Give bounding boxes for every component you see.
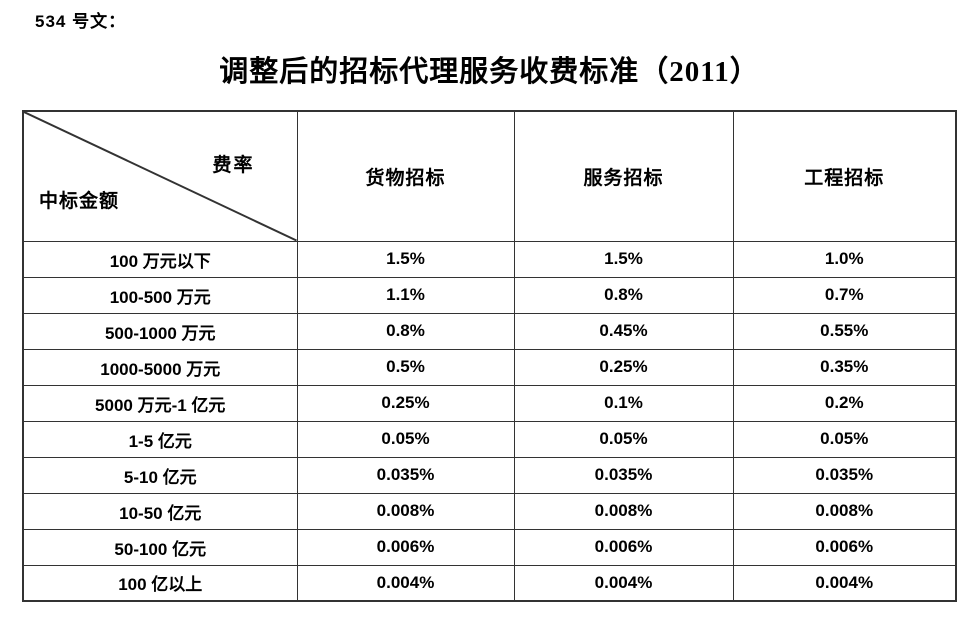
rate-cell: 0.7% (732, 276, 957, 314)
table-row: 1000-5000 万元 0.5% 0.25% 0.35% (22, 348, 957, 386)
corner-label-rate: 费率 (212, 155, 255, 176)
rate-cell: 1.5% (296, 240, 515, 278)
amount-cell: 5000 万元-1 亿元 (22, 384, 298, 422)
column-header: 工程招标 (732, 110, 957, 242)
table-row: 100 亿以上 0.004% 0.004% 0.004% (22, 564, 957, 602)
rate-cell: 0.006% (296, 528, 515, 566)
rate-cell: 0.008% (296, 492, 515, 530)
corner-label-amount: 中标金额 (39, 190, 120, 212)
rate-cell: 0.35% (732, 348, 957, 386)
amount-cell: 100 万元以下 (22, 240, 298, 278)
rate-cell: 1.1% (296, 276, 515, 314)
rate-cell: 0.004% (732, 564, 957, 602)
column-header: 货物招标 (296, 110, 515, 242)
rate-cell: 0.8% (296, 312, 515, 350)
rate-cell: 0.2% (732, 384, 957, 422)
page-title: 调整后的招标代理服务收费标准（2011） (219, 56, 760, 88)
rate-cell: 0.55% (732, 312, 957, 350)
rate-cell: 0.45% (513, 312, 734, 350)
rate-cell: 0.006% (513, 528, 734, 566)
table-body: 100 万元以下 1.5% 1.5% 1.0% 100-500 万元 1.1% 0.8% 0.… (22, 240, 957, 602)
table-header-row: 费率 中标金额 货物招标 服务招标 工程招标 (22, 110, 957, 242)
rate-cell: 0.25% (296, 384, 515, 422)
amount-cell: 1000-5000 万元 (22, 348, 298, 386)
table-row: 1-5 亿元 0.05% 0.05% 0.05% (22, 420, 957, 458)
rate-cell: 0.05% (732, 420, 957, 458)
amount-cell: 50-100 亿元 (22, 528, 298, 566)
doc-number-label: 534 号文： (35, 12, 127, 31)
rate-cell: 0.1% (513, 384, 734, 422)
rate-cell: 0.25% (513, 348, 734, 386)
table-row: 5-10 亿元 0.035% 0.035% 0.035% (22, 456, 957, 494)
table-row: 500-1000 万元 0.8% 0.45% 0.55% (22, 312, 957, 350)
rate-cell: 0.035% (732, 456, 957, 494)
rate-cell: 1.5% (513, 240, 734, 278)
rate-cell: 0.004% (296, 564, 515, 602)
table-row: 50-100 亿元 0.006% 0.006% 0.006% (22, 528, 957, 566)
rate-cell: 0.8% (513, 276, 734, 314)
rate-cell: 0.008% (513, 492, 734, 530)
amount-cell: 100 亿以上 (22, 564, 298, 602)
rate-cell: 0.035% (296, 456, 515, 494)
table-row: 100 万元以下 1.5% 1.5% 1.0% (22, 240, 957, 278)
rate-cell: 0.5% (296, 348, 515, 386)
amount-cell: 100-500 万元 (22, 276, 298, 314)
rate-cell: 0.05% (513, 420, 734, 458)
rate-cell: 0.008% (732, 492, 957, 530)
corner-header-cell: 费率 中标金额 (22, 110, 298, 242)
rate-cell: 1.0% (732, 240, 957, 278)
rate-cell: 0.035% (513, 456, 734, 494)
amount-cell: 1-5 亿元 (22, 420, 298, 458)
table-row: 10-50 亿元 0.008% 0.008% 0.008% (22, 492, 957, 530)
table-row: 5000 万元-1 亿元 0.25% 0.1% 0.2% (22, 384, 957, 422)
diagonal-divider-line (24, 112, 297, 241)
column-header: 服务招标 (513, 110, 734, 242)
fee-rate-table: 费率 中标金额 货物招标 服务招标 工程招标 100 万元以下 1.5% 1.5% 1.0… (22, 110, 957, 602)
amount-cell: 500-1000 万元 (22, 312, 298, 350)
table-row: 100-500 万元 1.1% 0.8% 0.7% (22, 276, 957, 314)
rate-cell: 0.05% (296, 420, 515, 458)
amount-cell: 10-50 亿元 (22, 492, 298, 530)
rate-cell: 0.004% (513, 564, 734, 602)
amount-cell: 5-10 亿元 (22, 456, 298, 494)
rate-cell: 0.006% (732, 528, 957, 566)
